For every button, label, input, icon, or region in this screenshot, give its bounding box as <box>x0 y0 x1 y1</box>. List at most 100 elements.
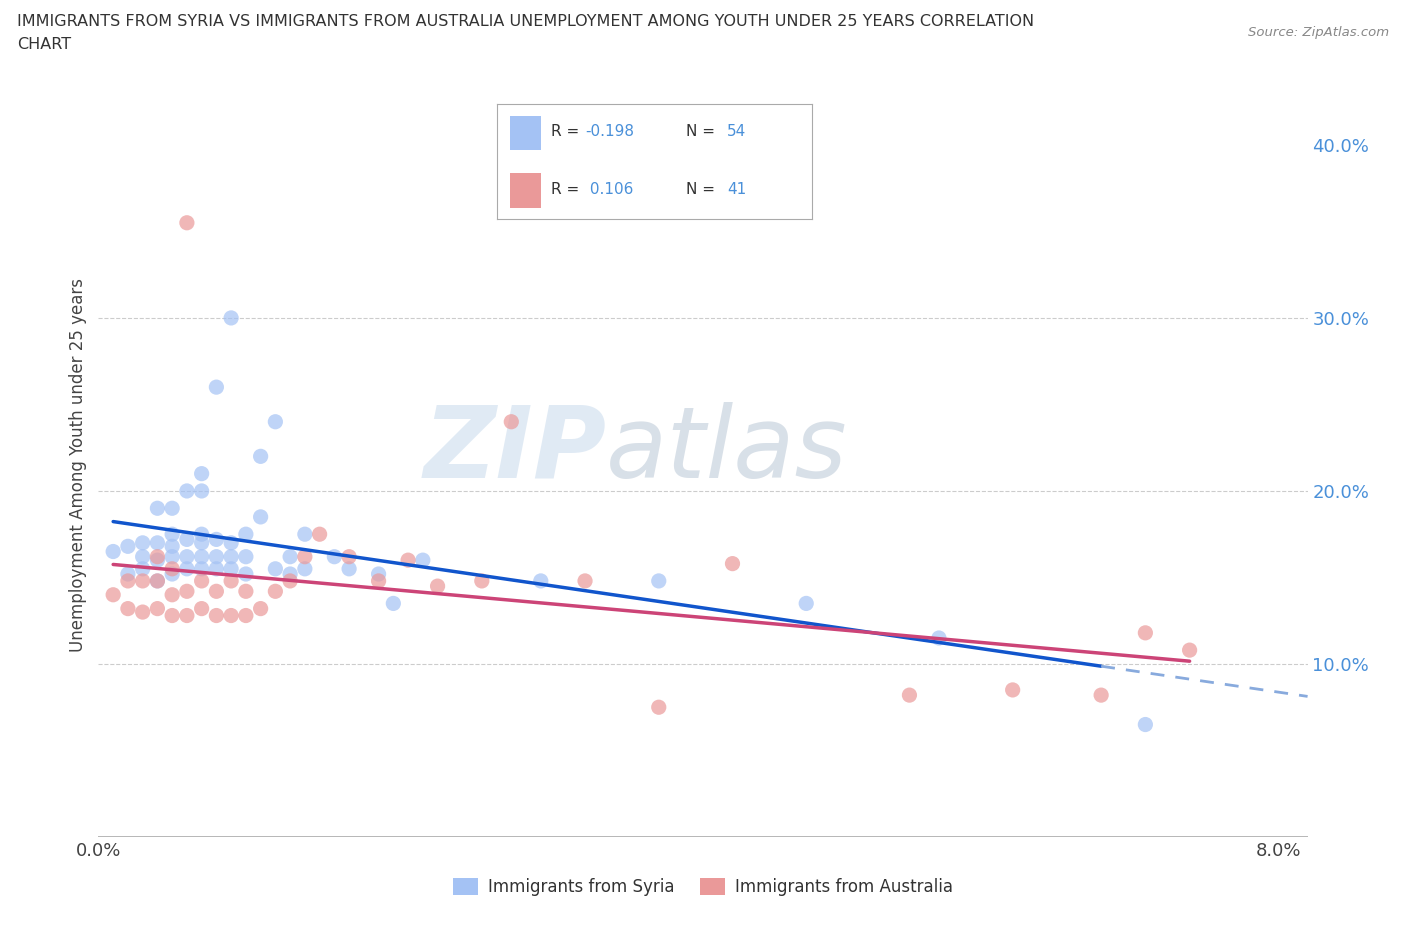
Point <box>648 574 671 589</box>
Y-axis label: Unemployment Among Youth under 25 years: Unemployment Among Youth under 25 years <box>69 278 87 652</box>
Point <box>249 449 271 464</box>
Point <box>367 574 389 589</box>
Point <box>219 608 242 623</box>
Point <box>190 536 212 551</box>
Point <box>367 566 389 581</box>
Point <box>323 550 346 565</box>
Point <box>176 584 198 599</box>
Point <box>131 536 153 551</box>
Point <box>190 484 212 498</box>
Point <box>160 566 183 581</box>
Point <box>235 566 257 581</box>
Point <box>898 687 921 702</box>
Point <box>117 538 139 553</box>
Point <box>278 574 301 589</box>
Point <box>190 466 212 481</box>
Point <box>294 550 316 565</box>
Point <box>205 608 228 623</box>
Point <box>471 574 494 589</box>
Point <box>131 604 153 619</box>
Point <box>794 596 817 611</box>
Point <box>160 501 183 516</box>
Point <box>160 538 183 553</box>
Point <box>190 526 212 541</box>
Point <box>205 550 228 565</box>
Point <box>146 536 169 551</box>
Point <box>205 379 228 394</box>
Point <box>160 608 183 623</box>
Point <box>1090 687 1112 702</box>
Point <box>176 216 198 231</box>
Point <box>205 584 228 599</box>
Point <box>264 414 287 429</box>
Point <box>146 601 169 616</box>
Point <box>1135 717 1157 732</box>
Point <box>648 699 671 714</box>
Point <box>117 601 139 616</box>
Point <box>278 566 301 581</box>
Point <box>249 601 271 616</box>
Point <box>219 550 242 565</box>
Point <box>101 544 124 559</box>
Point <box>176 484 198 498</box>
Point <box>190 601 212 616</box>
Point <box>426 578 449 593</box>
Point <box>131 550 153 565</box>
Text: CHART: CHART <box>17 37 70 52</box>
Point <box>412 552 434 567</box>
Point <box>396 552 419 567</box>
Point <box>1178 643 1201 658</box>
Point <box>146 550 169 565</box>
Point <box>294 526 316 541</box>
Point <box>117 574 139 589</box>
Point <box>337 562 360 577</box>
Text: IMMIGRANTS FROM SYRIA VS IMMIGRANTS FROM AUSTRALIA UNEMPLOYMENT AMONG YOUTH UNDE: IMMIGRANTS FROM SYRIA VS IMMIGRANTS FROM… <box>17 14 1033 29</box>
Point <box>235 526 257 541</box>
Point <box>1135 625 1157 640</box>
Text: ZIP: ZIP <box>423 402 606 498</box>
Point <box>219 311 242 325</box>
Point <box>308 526 330 541</box>
Point <box>190 550 212 565</box>
Point <box>501 414 523 429</box>
Point <box>205 562 228 577</box>
Point <box>928 631 950 645</box>
Point <box>264 584 287 599</box>
Point <box>337 550 360 565</box>
Point <box>176 550 198 565</box>
Point <box>146 574 169 589</box>
Point <box>101 588 124 603</box>
Point <box>264 562 287 577</box>
Point <box>160 526 183 541</box>
Point <box>176 608 198 623</box>
Point <box>219 536 242 551</box>
Point <box>294 562 316 577</box>
Point <box>1001 683 1024 698</box>
Point <box>146 574 169 589</box>
Point <box>160 562 183 577</box>
Point <box>176 562 198 577</box>
Point <box>235 550 257 565</box>
Point <box>190 574 212 589</box>
Point <box>160 588 183 603</box>
Point <box>235 584 257 599</box>
Point <box>205 532 228 547</box>
Point <box>117 566 139 581</box>
Point <box>190 562 212 577</box>
Point <box>146 501 169 516</box>
Point <box>160 550 183 565</box>
Point <box>219 574 242 589</box>
Point <box>146 552 169 567</box>
Point <box>131 574 153 589</box>
Point <box>721 556 744 571</box>
Point <box>530 574 553 589</box>
Point <box>249 510 271 525</box>
Legend: Immigrants from Syria, Immigrants from Australia: Immigrants from Syria, Immigrants from A… <box>447 871 959 903</box>
Text: atlas: atlas <box>606 402 848 498</box>
Point <box>219 562 242 577</box>
Text: Source: ZipAtlas.com: Source: ZipAtlas.com <box>1249 26 1389 39</box>
Point <box>235 608 257 623</box>
Point <box>131 562 153 577</box>
Point <box>176 532 198 547</box>
Point <box>574 574 596 589</box>
